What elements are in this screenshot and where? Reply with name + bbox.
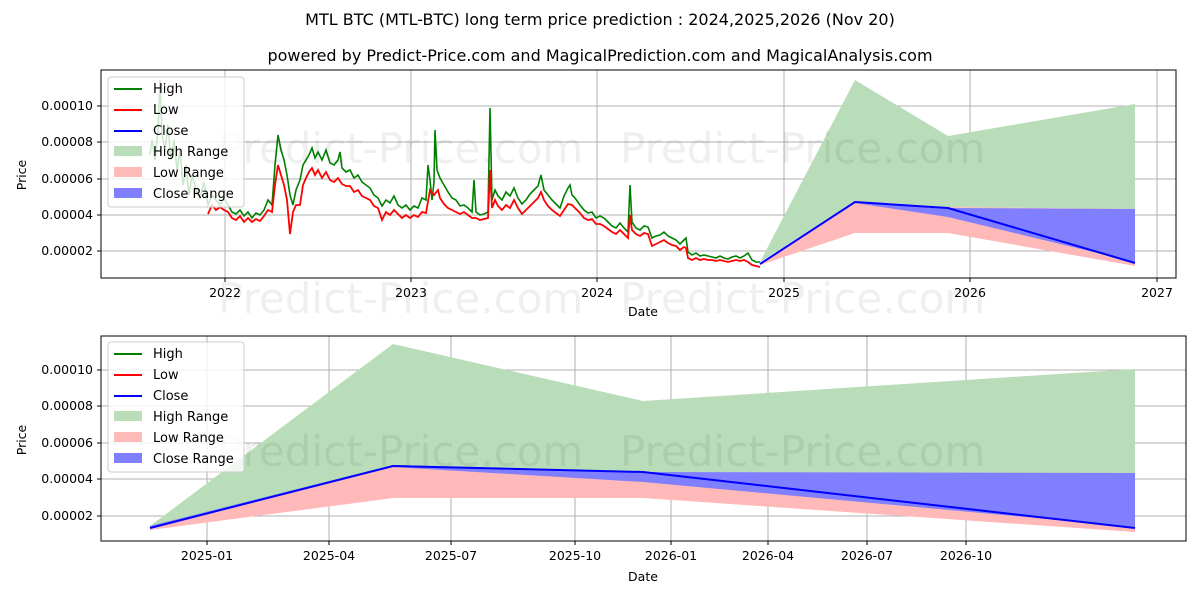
- legend-close-range-swatch: [114, 453, 142, 463]
- legend-high-label: High: [153, 82, 183, 97]
- y-tick-label: 0.00008: [41, 398, 93, 413]
- legend-low-label: Low: [153, 368, 179, 383]
- legend-low-range-swatch: [114, 432, 142, 442]
- y-tick-label: 0.00010: [41, 362, 93, 377]
- bottom-axes-frame: [100, 335, 1187, 542]
- x-tick-label: 2025-04: [303, 548, 355, 563]
- top-close-line: [759, 200, 1136, 265]
- y-tick-label: 0.00006: [41, 171, 93, 186]
- y-tick-label: 0.00004: [41, 207, 93, 222]
- bottom-y-tick-labels: 0.00010 0.00008 0.00006 0.00004 0.00002: [41, 362, 93, 523]
- x-tick-label: 2025: [768, 285, 800, 300]
- top-y-tick-labels: 0.00010 0.00008 0.00006 0.00004 0.00002: [41, 98, 93, 258]
- x-tick-label: 2026: [954, 285, 986, 300]
- top-low-line: [207, 164, 761, 268]
- legend-low-range-label: Low Range: [153, 166, 224, 181]
- legend-high-range-swatch: [114, 411, 142, 421]
- y-tick-label: 0.00008: [41, 134, 93, 149]
- legend-high-range-label: High Range: [153, 145, 228, 160]
- x-tick-label: 2027: [1141, 285, 1173, 300]
- bottom-chart: Predict-Price.com Predict-Price.com 0.00…: [14, 335, 1187, 584]
- bottom-y-axis-label: Price: [14, 424, 29, 455]
- y-tick-label: 0.00002: [41, 508, 93, 523]
- legend-close-range-label: Close Range: [153, 452, 234, 467]
- x-tick-label: 2022: [209, 285, 241, 300]
- bottom-high-range-area: [150, 344, 1135, 528]
- legend-low-label: Low: [153, 103, 179, 118]
- bottom-close-range-area: [150, 465, 1135, 528]
- legend-close-label: Close: [153, 124, 188, 139]
- x-tick-label: 2026-07: [841, 548, 893, 563]
- x-tick-label: 2025-10: [549, 548, 601, 563]
- top-close-range-area: [760, 201, 1135, 264]
- top-chart: Predict-Price.com Predict-Price.com Pred…: [14, 69, 1177, 323]
- x-tick-label: 2025-01: [181, 548, 233, 563]
- y-tick-label: 0.00006: [41, 435, 93, 450]
- chart-subtitle: powered by Predict-Price.com and Magical…: [267, 46, 933, 65]
- top-x-axis-label: Date: [628, 304, 658, 319]
- x-tick-label: 2026-04: [742, 548, 794, 563]
- y-tick-label: 0.00010: [41, 98, 93, 113]
- top-legend: High Low Close High Range Low Range Clos…: [107, 76, 245, 208]
- bottom-legend: High Low Close High Range Low Range Clos…: [107, 341, 245, 473]
- legend-high-label: High: [153, 347, 183, 362]
- chart-title: MTL BTC (MTL-BTC) long term price predic…: [305, 10, 895, 29]
- watermark: Predict-Price.com: [218, 124, 583, 173]
- bottom-x-tick-labels: 2025-01 2025-04 2025-07 2025-10 2026-01 …: [181, 548, 992, 563]
- watermark: Predict-Price.com: [620, 124, 985, 173]
- bottom-close-line: [149, 464, 1136, 529]
- bottom-x-axis-label: Date: [628, 569, 658, 584]
- x-tick-label: 2024: [581, 285, 613, 300]
- top-axes-frame: [100, 69, 1177, 279]
- top-high-line: [149, 79, 760, 263]
- x-tick-label: 2025-07: [425, 548, 477, 563]
- y-tick-label: 0.00004: [41, 471, 93, 486]
- legend-close-range-swatch: [114, 188, 142, 198]
- x-tick-label: 2023: [395, 285, 427, 300]
- top-high-range-area: [760, 80, 1135, 262]
- watermark: Predict-Price.com: [218, 427, 583, 476]
- top-y-axis-label: Price: [14, 159, 29, 190]
- legend-close-range-label: Close Range: [153, 187, 234, 202]
- legend-high-range-label: High Range: [153, 410, 228, 425]
- legend-low-range-label: Low Range: [153, 431, 224, 446]
- legend-low-range-swatch: [114, 167, 142, 177]
- watermark: Predict-Price.com: [218, 274, 583, 323]
- x-tick-label: 2026-10: [940, 548, 992, 563]
- legend-close-label: Close: [153, 389, 188, 404]
- x-tick-label: 2026-01: [645, 548, 697, 563]
- y-tick-label: 0.00002: [41, 243, 93, 258]
- legend-high-range-swatch: [114, 146, 142, 156]
- watermark: Predict-Price.com: [620, 427, 985, 476]
- top-x-tick-labels: 2022 2023 2024 2025 2026 2027: [209, 285, 1173, 300]
- watermark: Predict-Price.com: [620, 274, 985, 323]
